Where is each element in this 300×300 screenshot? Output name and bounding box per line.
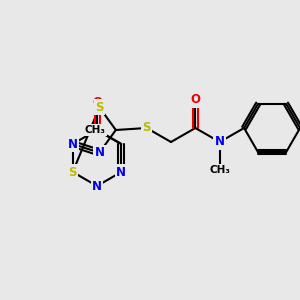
Text: S: S — [95, 101, 103, 114]
Text: S: S — [68, 166, 77, 178]
Text: O: O — [92, 95, 102, 109]
Text: N: N — [68, 137, 78, 151]
Text: CH₃: CH₃ — [84, 125, 105, 135]
Text: S: S — [142, 122, 151, 134]
Text: N: N — [94, 146, 104, 159]
Text: N: N — [215, 136, 225, 148]
Text: O: O — [190, 94, 200, 106]
Text: CH₃: CH₃ — [209, 165, 230, 175]
Text: N: N — [92, 179, 102, 193]
Text: N: N — [116, 166, 126, 178]
